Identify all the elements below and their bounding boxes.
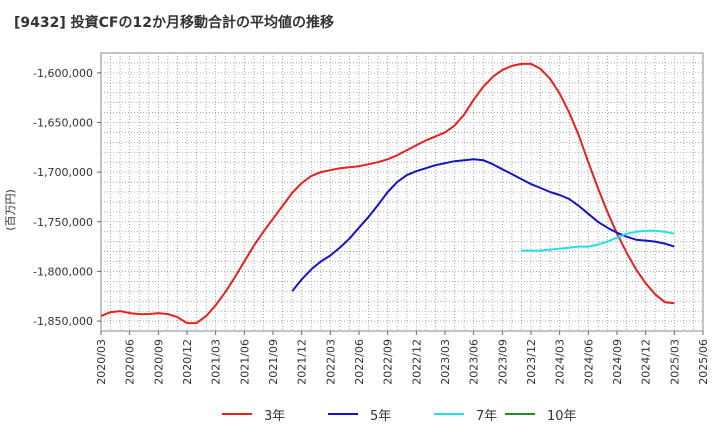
legend-item-0: 3年 [222,404,285,424]
series-line-1 [291,158,675,292]
y-tick-label: -1,750,000 [33,216,93,229]
x-tick-label: 2023/06 [468,339,481,385]
x-tick-label: 2022/09 [382,339,395,385]
x-tick-label: 2024/06 [582,339,595,385]
x-tick-label: 2023/03 [439,339,452,385]
legend-swatch [505,413,535,415]
legend-swatch [328,413,358,415]
x-tick-label: 2020/03 [95,339,108,385]
grid-layer [100,52,704,332]
series-line-2 [521,229,675,252]
legend-item-2: 7年 [434,404,497,424]
x-tick-label: 2023/09 [496,339,509,385]
y-tick-label: -1,650,000 [33,117,93,130]
legend-swatch [222,413,252,415]
y-tick-label: -1,700,000 [33,166,93,179]
legend-swatch [434,413,464,415]
y-tick-label: -1,800,000 [33,265,93,278]
legend-label: 7年 [476,408,498,424]
x-tick-label: 2022/06 [353,339,366,385]
legend-label: 10年 [547,408,577,424]
x-tick-label: 2024/12 [640,339,653,385]
legend-item-1: 5年 [328,404,391,424]
x-tick-label: 2020/09 [152,339,165,385]
x-tick-label: 2022/03 [324,339,337,385]
x-tick-label: 2025/03 [668,339,681,385]
x-tick-label: 2024/03 [554,339,567,385]
x-tick-label: 2021/03 [210,339,223,385]
y-tick-label: -1,600,000 [33,67,93,80]
legend-label: 5年 [370,408,392,424]
x-tick-label: 2020/06 [124,339,137,385]
chart-title: [9432] 投資CFの12か月移動合計の平均値の推移 [14,15,334,31]
legend-item-3: 10年 [505,404,577,424]
x-tick-label: 2024/09 [611,339,624,385]
x-tick-label: 2025/06 [697,339,710,385]
series-line-0 [100,62,675,325]
y-axis-label: (百万円) [4,189,17,231]
axis-layer: -1,600,000 -1,650,000 -1,700,000 -1,750,000… [33,67,710,385]
x-tick-label: 2022/12 [410,339,423,385]
legend-label: 3年 [264,408,286,424]
x-tick-label: 2021/09 [267,339,280,385]
series-layer [100,62,675,325]
x-tick-label: 2021/12 [296,339,309,385]
y-tick-label: -1,850,000 [33,315,93,328]
x-tick-label: 2020/12 [181,339,194,385]
x-tick-label: 2023/12 [525,339,538,385]
x-tick-label: 2021/06 [238,339,251,385]
